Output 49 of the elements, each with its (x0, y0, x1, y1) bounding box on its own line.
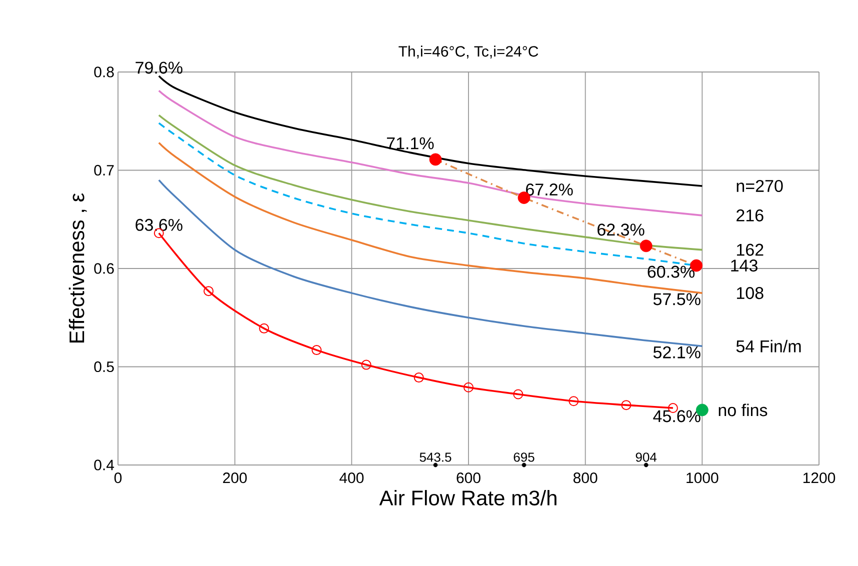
point (312, 345, 322, 356)
point (259, 323, 270, 334)
text: n=270 (736, 180, 783, 192)
annotation: 62.3% (598, 224, 644, 236)
annotation: 71.1% (386, 137, 434, 150)
annotation: 67.2% (526, 184, 573, 196)
text: 162 (737, 244, 764, 256)
x-tick-label: 0 (114, 472, 122, 484)
y-axis-title: Effectiveness , ε (68, 193, 87, 342)
annotation: 79.6% (136, 62, 182, 74)
y-tick-label: 0.6 (94, 263, 114, 274)
annotation: 52.1% (653, 346, 700, 358)
y-tick-label: 0.5 (94, 361, 114, 372)
point (568, 396, 579, 406)
annotation: 695 (514, 452, 534, 462)
annotation: 63.6% (136, 218, 182, 231)
x-axis-title: Air Flow Rate m3/h (379, 490, 556, 506)
line-series (158, 90, 704, 216)
y-tick-label: 0.4 (94, 460, 114, 470)
point (433, 462, 438, 468)
point (621, 400, 632, 410)
y-tick-label: 0.7 (94, 164, 114, 176)
text: 143 (731, 260, 758, 272)
point (522, 462, 526, 468)
x-tick-label: 1000 (686, 472, 718, 484)
point (640, 240, 652, 252)
x-tick-label: 400 (340, 472, 364, 484)
annotation: 57.5% (653, 293, 700, 306)
point (464, 382, 474, 392)
point (429, 153, 442, 166)
point (204, 286, 214, 296)
annotation: 543.5 (420, 452, 452, 462)
point (644, 462, 648, 468)
annotation: 904 (636, 452, 657, 462)
text: 108 (737, 287, 764, 300)
text: 54 Fin/m (736, 340, 801, 352)
point (361, 360, 372, 370)
annotation: 45.6% (653, 410, 700, 422)
text: 216 (736, 209, 764, 222)
x-tick-label: 1200 (803, 472, 836, 484)
chart-title: Th,i=46°C, Tc,i=24°C (398, 46, 538, 58)
x-tick-label: 800 (573, 472, 598, 484)
annotation: 60.3% (648, 266, 695, 278)
y-tick-label: 0.8 (94, 66, 114, 78)
point (513, 389, 524, 400)
x-tick-label: 600 (456, 472, 480, 484)
x-tick-label: 200 (223, 472, 247, 484)
point (414, 372, 424, 383)
series-label: no fins (718, 404, 768, 416)
